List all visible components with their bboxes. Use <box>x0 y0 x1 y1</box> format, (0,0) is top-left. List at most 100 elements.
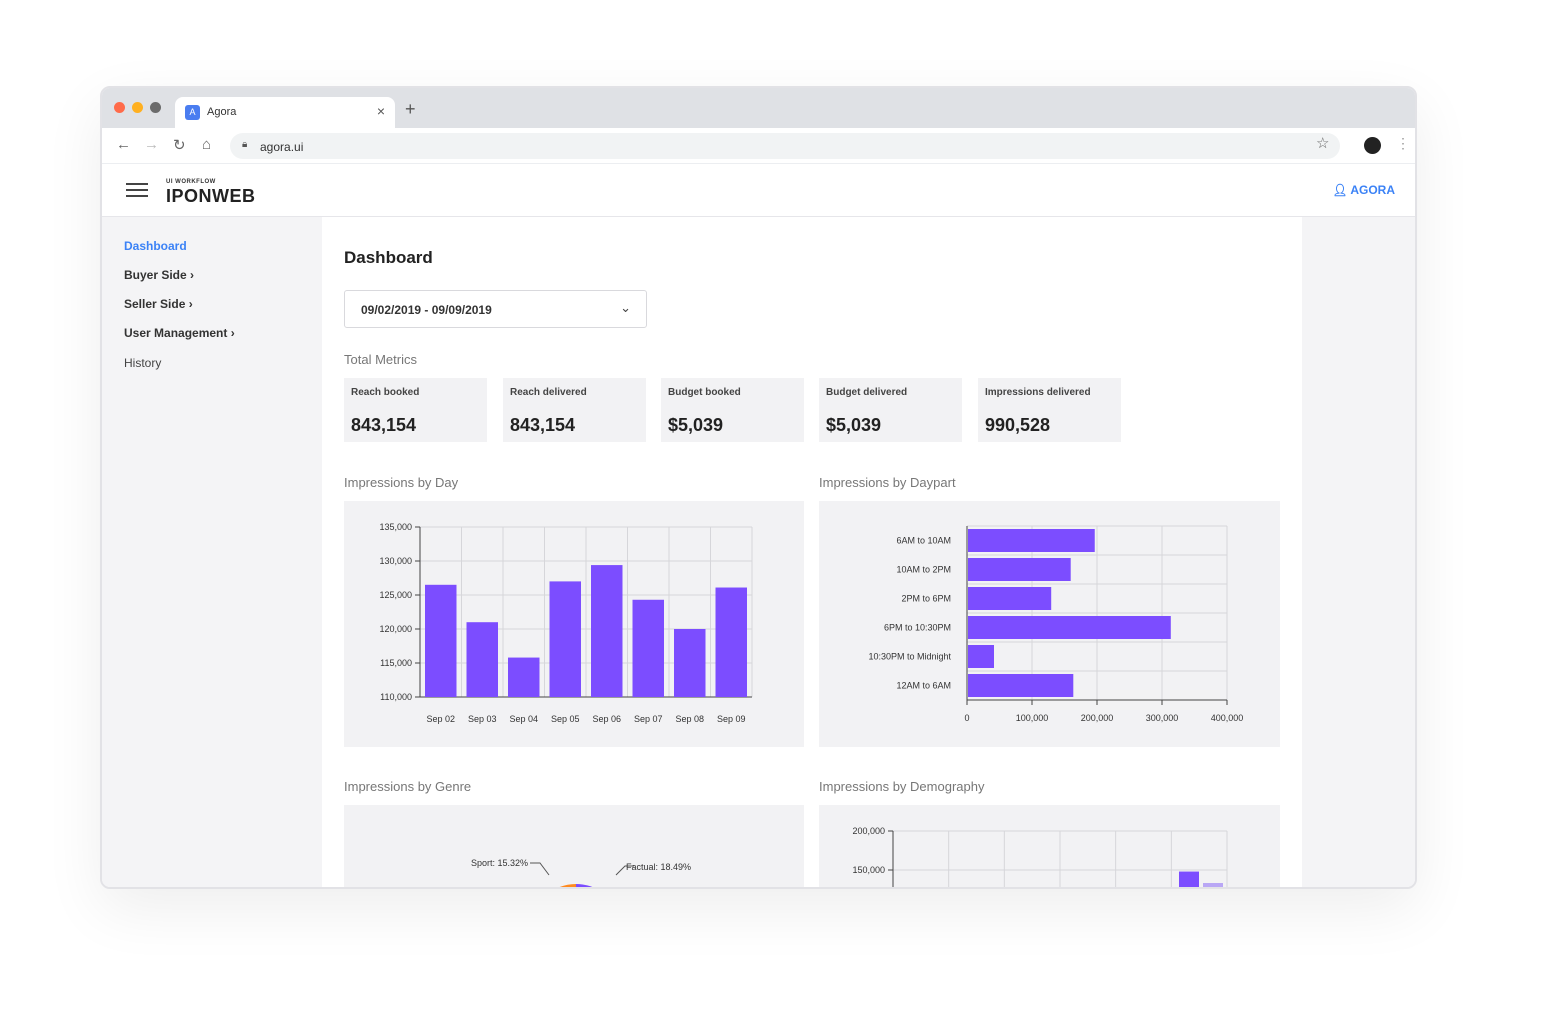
chart-impressions-by-demography: 150,000 200,000 <box>819 805 1280 887</box>
tick-label-x: 0 <box>964 713 969 723</box>
tab-strip: A Agora × + <box>102 88 1415 128</box>
impressions-by-demography-svg: 150,000 200,000 <box>852 826 1228 887</box>
sidebar: Dashboard Buyer Side › Seller Side › Use… <box>102 217 322 887</box>
metric-value: $5,039 <box>826 415 882 435</box>
sidebar-item-label: User Management <box>124 326 228 340</box>
hamburger-menu-icon[interactable] <box>126 183 148 201</box>
browser-tab[interactable]: A Agora × <box>175 97 395 128</box>
star-icon[interactable]: ☆ <box>1316 135 1330 152</box>
metric-value: 843,154 <box>510 415 576 435</box>
bar <box>508 657 540 697</box>
chart-impressions-by-day: 110,000 115,000 120,000 125,000 130,000 135,0… <box>344 501 804 747</box>
tick-label-y: 6PM to 10:30PM <box>884 623 951 633</box>
pie-label: Sport: 15.32% <box>471 858 528 868</box>
metric-label: Reach booked <box>351 387 420 398</box>
tick-label-x: Sep 04 <box>509 714 538 724</box>
bar <box>466 622 498 697</box>
sidebar-item-label: Buyer Side <box>124 268 187 282</box>
metric-card: Reach delivered 843,154 <box>503 378 646 442</box>
metric-label: Budget delivered <box>826 387 908 398</box>
date-range-value: 09/02/2019 - 09/09/2019 <box>361 303 492 317</box>
bar <box>674 629 706 697</box>
sidebar-item-label: Seller Side <box>124 297 186 311</box>
sidebar-item-dashboard[interactable]: Dashboard <box>124 239 187 253</box>
forward-arrow-icon[interactable]: → <box>144 136 159 153</box>
tick-label-x: Sep 07 <box>634 714 663 724</box>
chart-title-impressions-by-demography: Impressions by Demography <box>819 779 985 794</box>
bar <box>968 558 1071 581</box>
bar <box>549 581 581 697</box>
impressions-by-day-svg: 110,000 115,000 120,000 125,000 130,000 135,0… <box>379 522 753 724</box>
tick-label-y: 130,000 <box>379 556 412 566</box>
impressions-by-genre-svg: Sport: 15.32% Factual: 18.49% <box>471 858 691 887</box>
minimize-window-dot[interactable] <box>132 102 143 113</box>
user-account-link[interactable]: 👤︎ AGORA <box>1332 183 1395 197</box>
tick-label-y: 115,000 <box>380 658 412 668</box>
maximize-window-dot[interactable] <box>150 102 161 113</box>
user-icon: 👤︎ <box>1332 183 1348 197</box>
bar <box>968 529 1095 552</box>
back-arrow-icon[interactable]: ← <box>116 136 131 153</box>
iponweb-logo: IPONWEB <box>166 186 256 206</box>
tick-label-y: 12AM to 6AM <box>896 681 951 691</box>
sidebar-item-history[interactable]: History <box>124 356 161 370</box>
close-window-dot[interactable] <box>114 102 125 113</box>
sidebar-item-seller-side[interactable]: Seller Side › <box>124 297 193 311</box>
chart-impressions-by-genre: Sport: 15.32% Factual: 18.49% <box>344 805 804 887</box>
bar <box>968 616 1171 639</box>
chevron-down-icon: ⌄ <box>620 300 631 315</box>
metric-card: Budget delivered $5,039 <box>819 378 962 442</box>
metric-label: Reach delivered <box>510 387 587 398</box>
tick-label-x: 100,000 <box>1016 713 1049 723</box>
tick-label-x: Sep 06 <box>592 714 621 724</box>
date-range-select[interactable]: 09/02/2019 - 09/09/2019 ⌄ <box>344 290 647 328</box>
bar <box>1179 871 1199 887</box>
tick-label-y: 125,000 <box>379 590 412 600</box>
metric-card: Reach booked 843,154 <box>344 378 487 442</box>
tab-title: Agora <box>207 106 237 118</box>
chart-impressions-by-daypart: 0 100,000 200,000 300,000 400,000 6AM to 10AM… <box>819 501 1280 747</box>
bar <box>968 674 1074 697</box>
pie-label: Factual: 18.49% <box>626 862 691 872</box>
metric-card: Budget booked $5,039 <box>661 378 804 442</box>
impressions-by-daypart-svg: 0 100,000 200,000 300,000 400,000 6AM to 10AM… <box>868 525 1243 723</box>
kebab-menu-icon[interactable]: ⋮ <box>1396 135 1410 151</box>
url-text: agora.ui <box>260 140 304 154</box>
tick-label-y: 10AM to 2PM <box>896 565 951 575</box>
tick-label-y: 135,000 <box>379 522 412 532</box>
reload-icon[interactable]: ↻ <box>173 137 186 154</box>
chevron-right-icon: › <box>227 326 235 340</box>
bar <box>968 587 1052 610</box>
tick-label-y: 110,000 <box>380 692 412 702</box>
bar <box>632 599 664 697</box>
sidebar-item-buyer-side[interactable]: Buyer Side › <box>124 268 194 282</box>
app-header: UI WORKFLOW IPONWEB 👤︎ AGORA <box>102 164 1415 217</box>
tick-label-x: Sep 03 <box>468 714 497 724</box>
metric-card: Impressions delivered 990,528 <box>978 378 1121 442</box>
browser-window: A Agora × + ← → ↻ ⌂ 🔒︎ agora.ui ☆ ⋮ UI W… <box>100 86 1417 889</box>
bar <box>1203 883 1223 887</box>
home-icon[interactable]: ⌂ <box>202 136 212 153</box>
chart-title-impressions-by-day: Impressions by Day <box>344 475 459 490</box>
sidebar-item-user-management[interactable]: User Management › <box>124 326 235 340</box>
bar <box>591 565 623 697</box>
main-content: Dashboard 09/02/2019 - 09/09/2019 ⌄ Tota… <box>322 228 1302 887</box>
address-bar[interactable]: 🔒︎ agora.ui <box>230 133 1340 159</box>
logo-subtitle: UI WORKFLOW <box>166 179 216 185</box>
new-tab-icon[interactable]: + <box>405 99 416 119</box>
chart-title-impressions-by-daypart: Impressions by Daypart <box>819 475 956 490</box>
pie-slice <box>559 884 576 887</box>
sidebar-item-label: Dashboard <box>124 239 187 253</box>
chart-title-impressions-by-genre: Impressions by Genre <box>344 779 472 794</box>
tick-label-y: 120,000 <box>379 624 412 634</box>
right-gutter <box>1302 217 1415 887</box>
browser-toolbar: ← → ↻ ⌂ 🔒︎ agora.ui ☆ ⋮ <box>102 128 1415 164</box>
pie-slice <box>576 884 593 887</box>
lock-icon: 🔒︎ <box>242 139 248 150</box>
tick-label-y: 2PM to 6PM <box>901 594 951 604</box>
user-name: AGORA <box>1350 183 1395 197</box>
metric-value: 990,528 <box>985 415 1051 435</box>
profile-icon[interactable] <box>1364 137 1381 154</box>
tab-close-icon[interactable]: × <box>376 103 385 119</box>
tick-label-x: Sep 05 <box>551 714 580 724</box>
